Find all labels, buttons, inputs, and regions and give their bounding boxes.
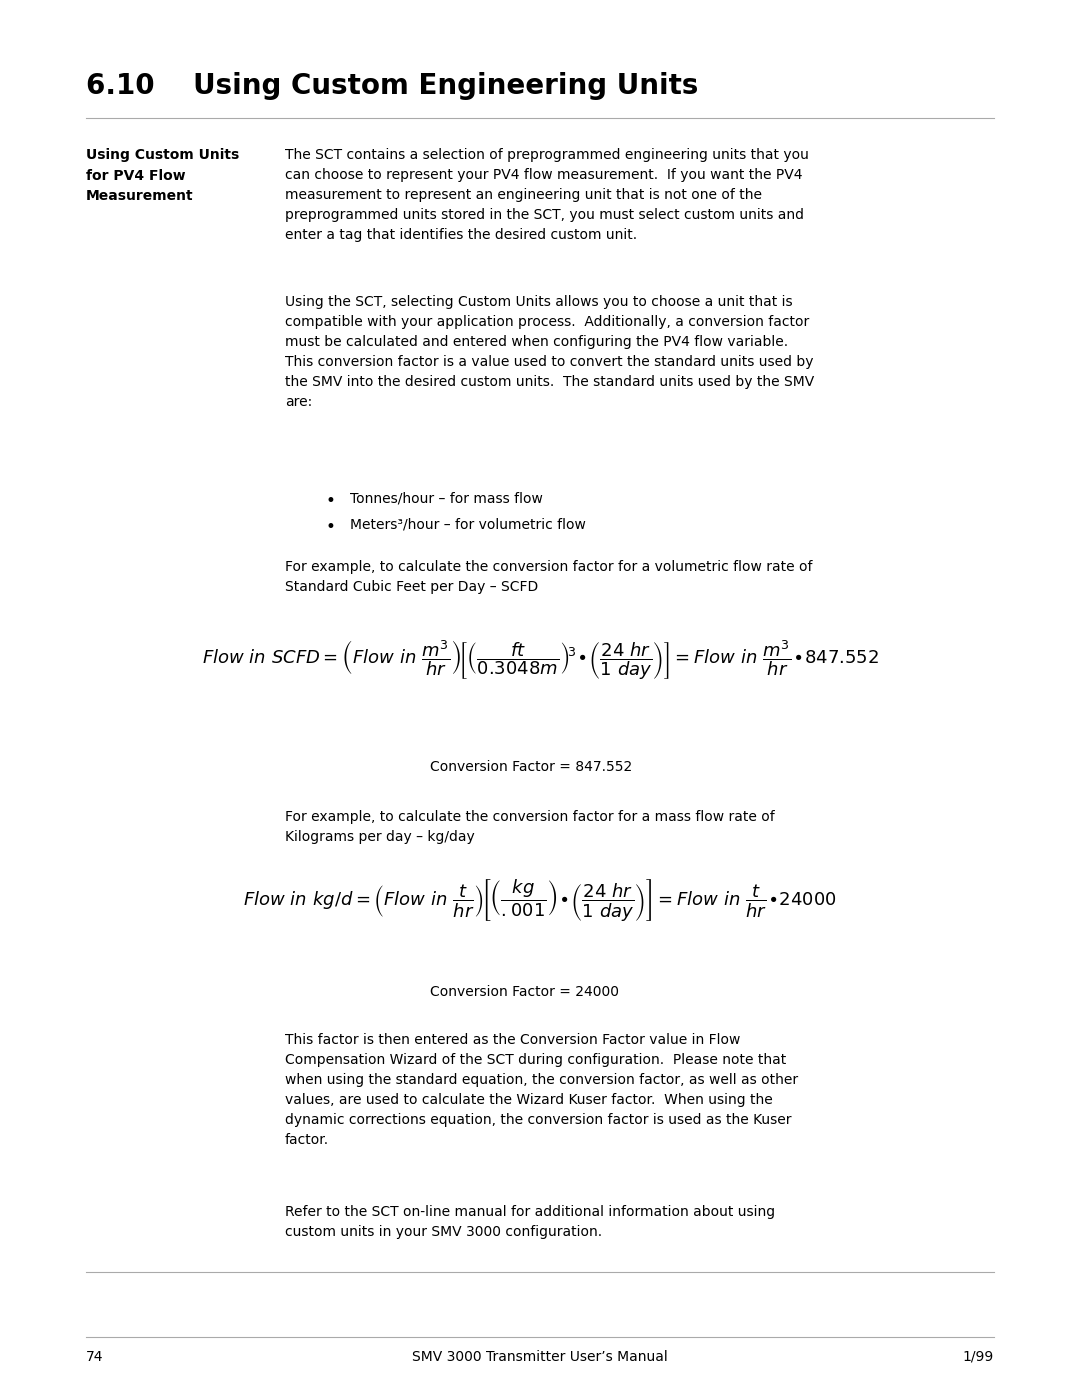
Text: $\mathit{Flow\ in\ SCFD} = \left(\mathit{Flow\ in}\ \dfrac{m^3}{hr}\right)\!\lef: $\mathit{Flow\ in\ SCFD} = \left(\mathit… [202,638,878,682]
Text: Conversion Factor = 24000: Conversion Factor = 24000 [430,985,619,999]
Text: •: • [325,492,335,510]
Text: 74: 74 [86,1350,104,1363]
Text: This factor is then entered as the Conversion Factor value in Flow
Compensation : This factor is then entered as the Conve… [285,1032,798,1147]
Text: For example, to calculate the conversion factor for a volumetric flow rate of
St: For example, to calculate the conversion… [285,560,812,594]
Text: Tonnes/hour – for mass flow: Tonnes/hour – for mass flow [350,492,543,506]
Text: For example, to calculate the conversion factor for a mass flow rate of
Kilogram: For example, to calculate the conversion… [285,810,774,844]
Text: 1/99: 1/99 [962,1350,994,1363]
Text: SMV 3000 Transmitter User’s Manual: SMV 3000 Transmitter User’s Manual [413,1350,667,1363]
Text: Meters³/hour – for volumetric flow: Meters³/hour – for volumetric flow [350,518,585,532]
Text: Using Custom Units
for PV4 Flow
Measurement: Using Custom Units for PV4 Flow Measurem… [86,148,240,203]
Text: Conversion Factor = 847.552: Conversion Factor = 847.552 [430,760,632,774]
Text: Refer to the SCT on-line manual for additional information about using
custom un: Refer to the SCT on-line manual for addi… [285,1206,775,1239]
Text: $\mathit{Flow\ in\ kg/d} = \left(\mathit{Flow\ in}\ \dfrac{t}{hr}\right)\!\left[: $\mathit{Flow\ in\ kg/d} = \left(\mathit… [243,877,837,923]
Text: 6.10    Using Custom Engineering Units: 6.10 Using Custom Engineering Units [86,73,699,101]
Text: The SCT contains a selection of preprogrammed engineering units that you
can cho: The SCT contains a selection of preprogr… [285,148,809,242]
Text: Using the SCT, selecting Custom Units allows you to choose a unit that is
compat: Using the SCT, selecting Custom Units al… [285,295,814,409]
Text: •: • [325,518,335,536]
